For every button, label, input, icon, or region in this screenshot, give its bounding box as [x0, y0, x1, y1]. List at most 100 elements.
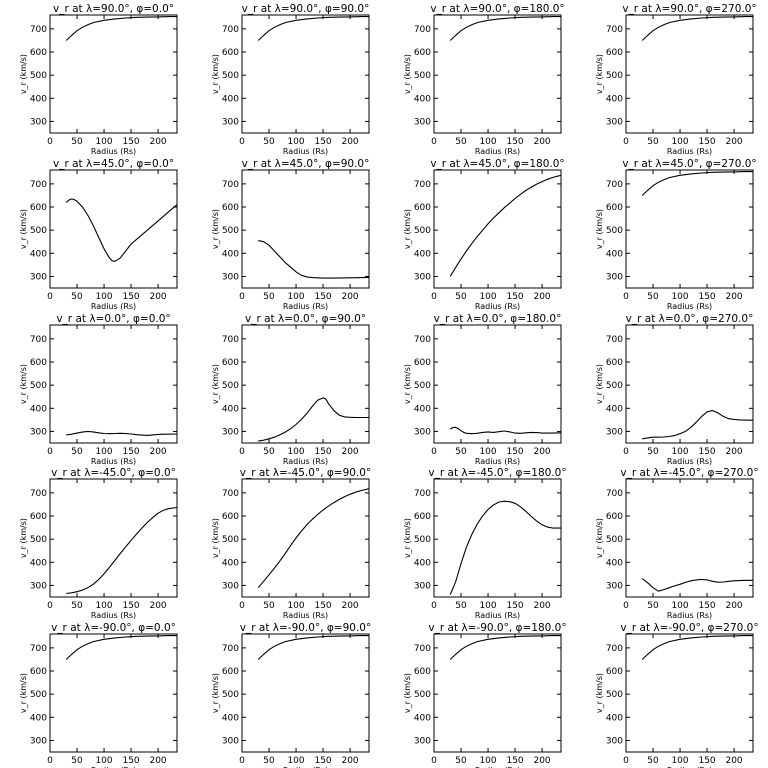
y-axis-label: v_r (km/s)	[403, 364, 412, 404]
panel-title: v_r at λ=0.0°, φ=270.0°	[626, 313, 754, 325]
y-axis-label: v_r (km/s)	[211, 54, 220, 94]
plot-frame	[241, 478, 370, 598]
panel-title: v_r at λ=0.0°, φ=90.0°	[245, 313, 366, 325]
x-tick-label: 50	[455, 137, 467, 147]
y-axis-label: v_r (km/s)	[595, 518, 604, 558]
x-axis-label: Radius (Rs)	[283, 611, 328, 620]
x-tick-label: 100	[479, 447, 496, 457]
x-tick-label: 200	[533, 292, 550, 302]
x-tick-label: 100	[479, 756, 496, 766]
x-tick-label: 150	[698, 292, 715, 302]
x-tick-label: 0	[47, 756, 53, 766]
y-tick-label: 600	[414, 667, 431, 677]
x-axis-label: Radius (Rs)	[667, 766, 712, 768]
series-line	[65, 635, 177, 660]
x-axis-label: Radius (Rs)	[91, 611, 136, 620]
series-line	[66, 506, 178, 595]
panel-title: v_r at λ=-45.0°, φ=270.0°	[620, 467, 758, 479]
plot-frame	[49, 14, 178, 134]
y-tick-label: 300	[30, 272, 47, 282]
y-tick-label: 700	[414, 180, 431, 190]
y-tick-label: 300	[30, 117, 47, 127]
x-tick-label: 200	[533, 447, 550, 457]
y-tick-label: 400	[30, 404, 47, 414]
x-tick-label: 200	[341, 292, 358, 302]
x-tick-label: 50	[263, 601, 275, 611]
y-tick-label: 300	[222, 117, 239, 127]
x-tick-label: 0	[47, 601, 53, 611]
plot-frame	[625, 633, 754, 753]
x-tick-label: 0	[623, 447, 629, 457]
plot-frame	[433, 633, 562, 753]
y-tick-label: 500	[414, 381, 431, 391]
y-tick-label: 500	[606, 226, 623, 236]
x-tick-label: 150	[314, 292, 331, 302]
series-line	[66, 430, 178, 436]
y-tick-label: 400	[414, 713, 431, 723]
x-tick-label: 50	[455, 756, 467, 766]
y-tick-label: 600	[414, 203, 431, 213]
x-tick-label: 50	[71, 447, 83, 457]
y-axis-label: v_r (km/s)	[595, 209, 604, 249]
y-tick-label: 700	[30, 489, 47, 499]
x-tick-label: 0	[47, 137, 53, 147]
y-tick-label: 400	[222, 249, 239, 259]
x-tick-label: 100	[479, 601, 496, 611]
series-line	[641, 578, 753, 592]
x-tick-label: 100	[287, 447, 304, 457]
y-tick-label: 300	[414, 427, 431, 437]
chart-panel: v_r at λ=0.0°, φ=0.0° 0 50 100 150 200 300 400 5…	[19, 313, 178, 466]
plot-frame	[433, 14, 562, 134]
y-tick-label: 300	[606, 736, 623, 746]
plot-frame	[241, 633, 370, 753]
y-tick-label: 600	[30, 512, 47, 522]
y-tick-label: 700	[414, 335, 431, 345]
x-axis-label: Radius (Rs)	[475, 147, 520, 156]
chart-panel: v_r at λ=45.0°, φ=180.0° 0 50 100 150 200 300 4…	[403, 158, 565, 311]
chart-panel: v_r at λ=0.0°, φ=270.0° 0 50 100 150 200 300 40…	[595, 313, 754, 466]
x-axis-label: Radius (Rs)	[667, 457, 712, 466]
x-tick-label: 150	[314, 447, 331, 457]
panel-title: v_r at λ=-90.0°, φ=90.0°	[240, 622, 371, 634]
chart-panel: v_r at λ=90.0°, φ=90.0° 0 50 100 150 200 300 40…	[211, 3, 370, 156]
x-tick-label: 150	[314, 137, 331, 147]
y-axis-label: v_r (km/s)	[19, 518, 28, 558]
y-tick-label: 400	[606, 94, 623, 104]
series-line	[65, 16, 177, 41]
chart-panel: v_r at λ=-45.0°, φ=180.0° 0 50 100 150 200 300…	[403, 467, 567, 620]
x-axis-label: Radius (Rs)	[91, 147, 136, 156]
y-tick-label: 600	[222, 667, 239, 677]
chart-panel: v_r at λ=-45.0°, φ=90.0° 0 50 100 150 200 300 4…	[211, 467, 371, 620]
y-tick-label: 300	[222, 581, 239, 591]
x-tick-label: 150	[122, 601, 139, 611]
y-tick-label: 500	[30, 381, 47, 391]
x-tick-label: 150	[122, 137, 139, 147]
x-tick-label: 50	[455, 292, 467, 302]
x-tick-label: 150	[698, 601, 715, 611]
x-tick-label: 50	[455, 447, 467, 457]
y-tick-label: 400	[414, 94, 431, 104]
x-axis-label: Radius (Rs)	[667, 611, 712, 620]
x-tick-label: 200	[341, 756, 358, 766]
plot-frame	[433, 169, 562, 289]
y-tick-label: 400	[30, 94, 47, 104]
x-tick-label: 50	[71, 292, 83, 302]
panel-title: v_r at λ=90.0°, φ=90.0°	[242, 3, 370, 15]
series-line	[258, 397, 369, 442]
x-axis-label: Radius (Rs)	[283, 766, 328, 768]
x-tick-label: 0	[239, 292, 245, 302]
y-tick-label: 300	[30, 736, 47, 746]
x-tick-label: 200	[533, 137, 550, 147]
y-tick-label: 700	[606, 180, 623, 190]
y-tick-label: 600	[30, 203, 47, 213]
x-tick-label: 150	[698, 137, 715, 147]
x-tick-label: 50	[455, 601, 467, 611]
x-tick-label: 0	[431, 137, 437, 147]
y-tick-label: 600	[30, 48, 47, 58]
x-tick-label: 200	[149, 137, 166, 147]
y-tick-label: 500	[414, 690, 431, 700]
y-tick-label: 400	[30, 558, 47, 568]
y-tick-label: 300	[606, 427, 623, 437]
y-tick-label: 500	[222, 535, 239, 545]
